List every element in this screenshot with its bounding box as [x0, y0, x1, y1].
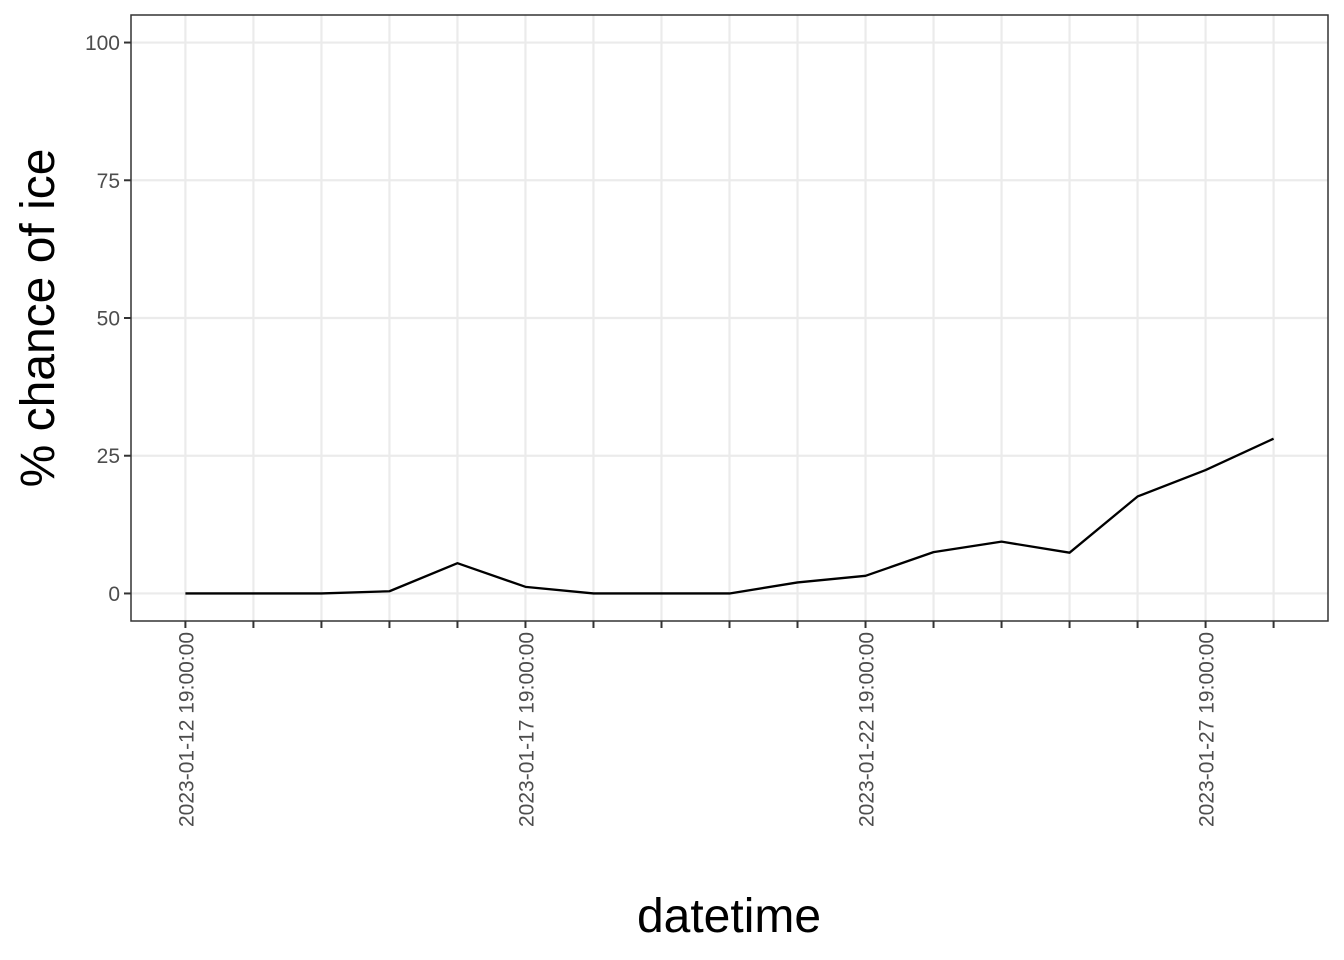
y-axis-title: % chance of ice	[12, 149, 65, 488]
x-tick-label: 2023-01-22 19:00:00	[856, 632, 879, 827]
y-tick-label: 75	[97, 170, 120, 193]
y-tick-label: 50	[97, 308, 120, 331]
y-tick-label: 100	[85, 32, 120, 55]
x-tick-label: 2023-01-27 19:00:00	[1196, 632, 1219, 827]
x-tick-label: 2023-01-17 19:00:00	[515, 632, 538, 827]
y-tick-label: 25	[97, 445, 120, 468]
series-line	[185, 437, 1275, 595]
y-axis: 0 25 50 75 100	[85, 32, 131, 606]
x-tick-label: 2023-01-12 19:00:00	[175, 632, 198, 827]
x-axis: 2023-01-12 19:00:00 2023-01-17 19:00:00 20…	[175, 621, 1275, 827]
series-layer	[185, 437, 1275, 595]
y-tick-label: 0	[108, 583, 120, 606]
x-axis-title: datetime	[637, 890, 821, 943]
gridlines	[131, 15, 1328, 621]
